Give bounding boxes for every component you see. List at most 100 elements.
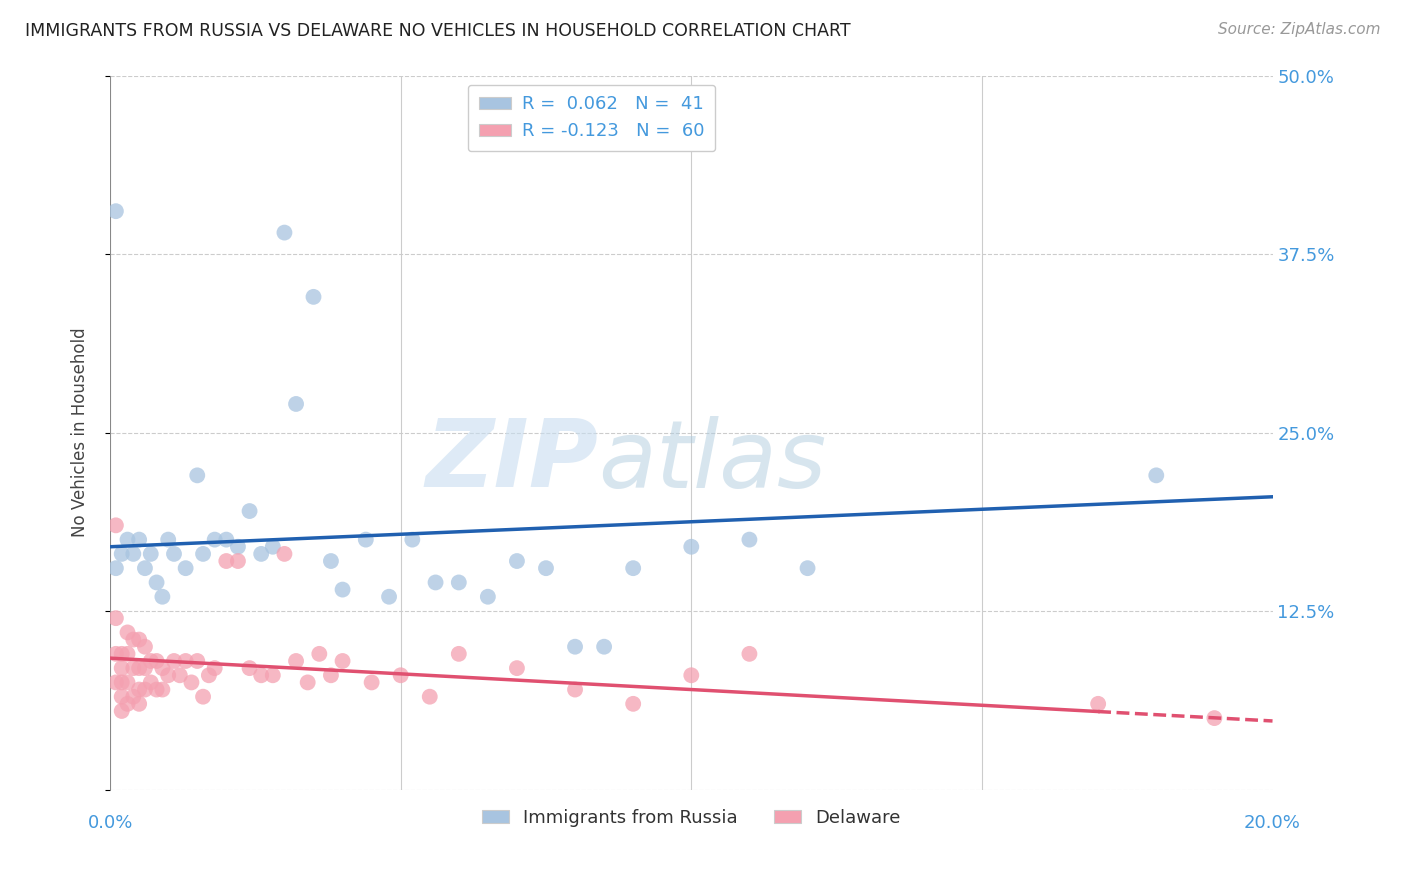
Point — [681, 668, 703, 682]
Point — [122, 690, 145, 704]
Text: 0.0%: 0.0% — [87, 814, 132, 832]
Point — [139, 675, 162, 690]
Point — [139, 654, 162, 668]
Point — [215, 554, 238, 568]
Point — [506, 554, 529, 568]
Point — [191, 690, 214, 704]
Point — [104, 647, 127, 661]
Point — [621, 697, 644, 711]
Point — [139, 547, 162, 561]
Point — [506, 661, 529, 675]
Point — [111, 661, 134, 675]
Point — [111, 675, 134, 690]
Point — [564, 640, 586, 654]
Point — [128, 632, 150, 647]
Point — [174, 654, 197, 668]
Point — [250, 668, 273, 682]
Point — [163, 654, 186, 668]
Point — [302, 290, 325, 304]
Point — [117, 533, 139, 547]
Point — [145, 654, 167, 668]
Point — [621, 561, 644, 575]
Point — [738, 647, 761, 661]
Point — [122, 547, 145, 561]
Point — [117, 697, 139, 711]
Point — [145, 575, 167, 590]
Text: Source: ZipAtlas.com: Source: ZipAtlas.com — [1218, 22, 1381, 37]
Point — [477, 590, 499, 604]
Point — [128, 697, 150, 711]
Point — [145, 682, 167, 697]
Point — [250, 547, 273, 561]
Point — [157, 533, 180, 547]
Point — [134, 561, 156, 575]
Point — [163, 547, 186, 561]
Point — [1087, 697, 1109, 711]
Point — [332, 582, 354, 597]
Point — [198, 668, 221, 682]
Point — [262, 540, 284, 554]
Y-axis label: No Vehicles in Household: No Vehicles in Household — [72, 327, 89, 537]
Point — [332, 654, 354, 668]
Point — [186, 654, 208, 668]
Point — [111, 704, 134, 718]
Point — [389, 668, 412, 682]
Point — [104, 518, 127, 533]
Text: atlas: atlas — [599, 416, 827, 507]
Point — [319, 554, 342, 568]
Point — [104, 675, 127, 690]
Point — [128, 661, 150, 675]
Point — [111, 647, 134, 661]
Point — [111, 547, 134, 561]
Point — [104, 204, 127, 219]
Text: 20.0%: 20.0% — [1244, 814, 1301, 832]
Point — [128, 533, 150, 547]
Point — [174, 561, 197, 575]
Point — [134, 661, 156, 675]
Point — [681, 540, 703, 554]
Point — [564, 682, 586, 697]
Point — [378, 590, 401, 604]
Point — [354, 533, 377, 547]
Point — [157, 668, 180, 682]
Point — [273, 547, 295, 561]
Point — [1144, 468, 1167, 483]
Point — [419, 690, 441, 704]
Text: IMMIGRANTS FROM RUSSIA VS DELAWARE NO VEHICLES IN HOUSEHOLD CORRELATION CHART: IMMIGRANTS FROM RUSSIA VS DELAWARE NO VE… — [25, 22, 851, 40]
Point — [285, 654, 308, 668]
Point — [401, 533, 423, 547]
Point — [239, 504, 262, 518]
Point — [239, 661, 262, 675]
Point — [117, 625, 139, 640]
Point — [111, 690, 134, 704]
Text: ZIP: ZIP — [426, 415, 599, 507]
Point — [262, 668, 284, 682]
Legend: Immigrants from Russia, Delaware: Immigrants from Russia, Delaware — [474, 802, 908, 834]
Point — [308, 647, 330, 661]
Point — [150, 590, 173, 604]
Point — [593, 640, 616, 654]
Point — [447, 575, 470, 590]
Point — [738, 533, 761, 547]
Point — [180, 675, 202, 690]
Point — [297, 675, 319, 690]
Point — [191, 547, 214, 561]
Point — [169, 668, 191, 682]
Point — [285, 397, 308, 411]
Point — [215, 533, 238, 547]
Point — [226, 540, 249, 554]
Point — [117, 647, 139, 661]
Point — [104, 561, 127, 575]
Point — [128, 682, 150, 697]
Point — [1204, 711, 1226, 725]
Point — [122, 661, 145, 675]
Point — [425, 575, 447, 590]
Point — [134, 682, 156, 697]
Point — [796, 561, 818, 575]
Point — [319, 668, 342, 682]
Point — [104, 611, 127, 625]
Point — [273, 226, 295, 240]
Point — [186, 468, 208, 483]
Point — [117, 675, 139, 690]
Point — [134, 640, 156, 654]
